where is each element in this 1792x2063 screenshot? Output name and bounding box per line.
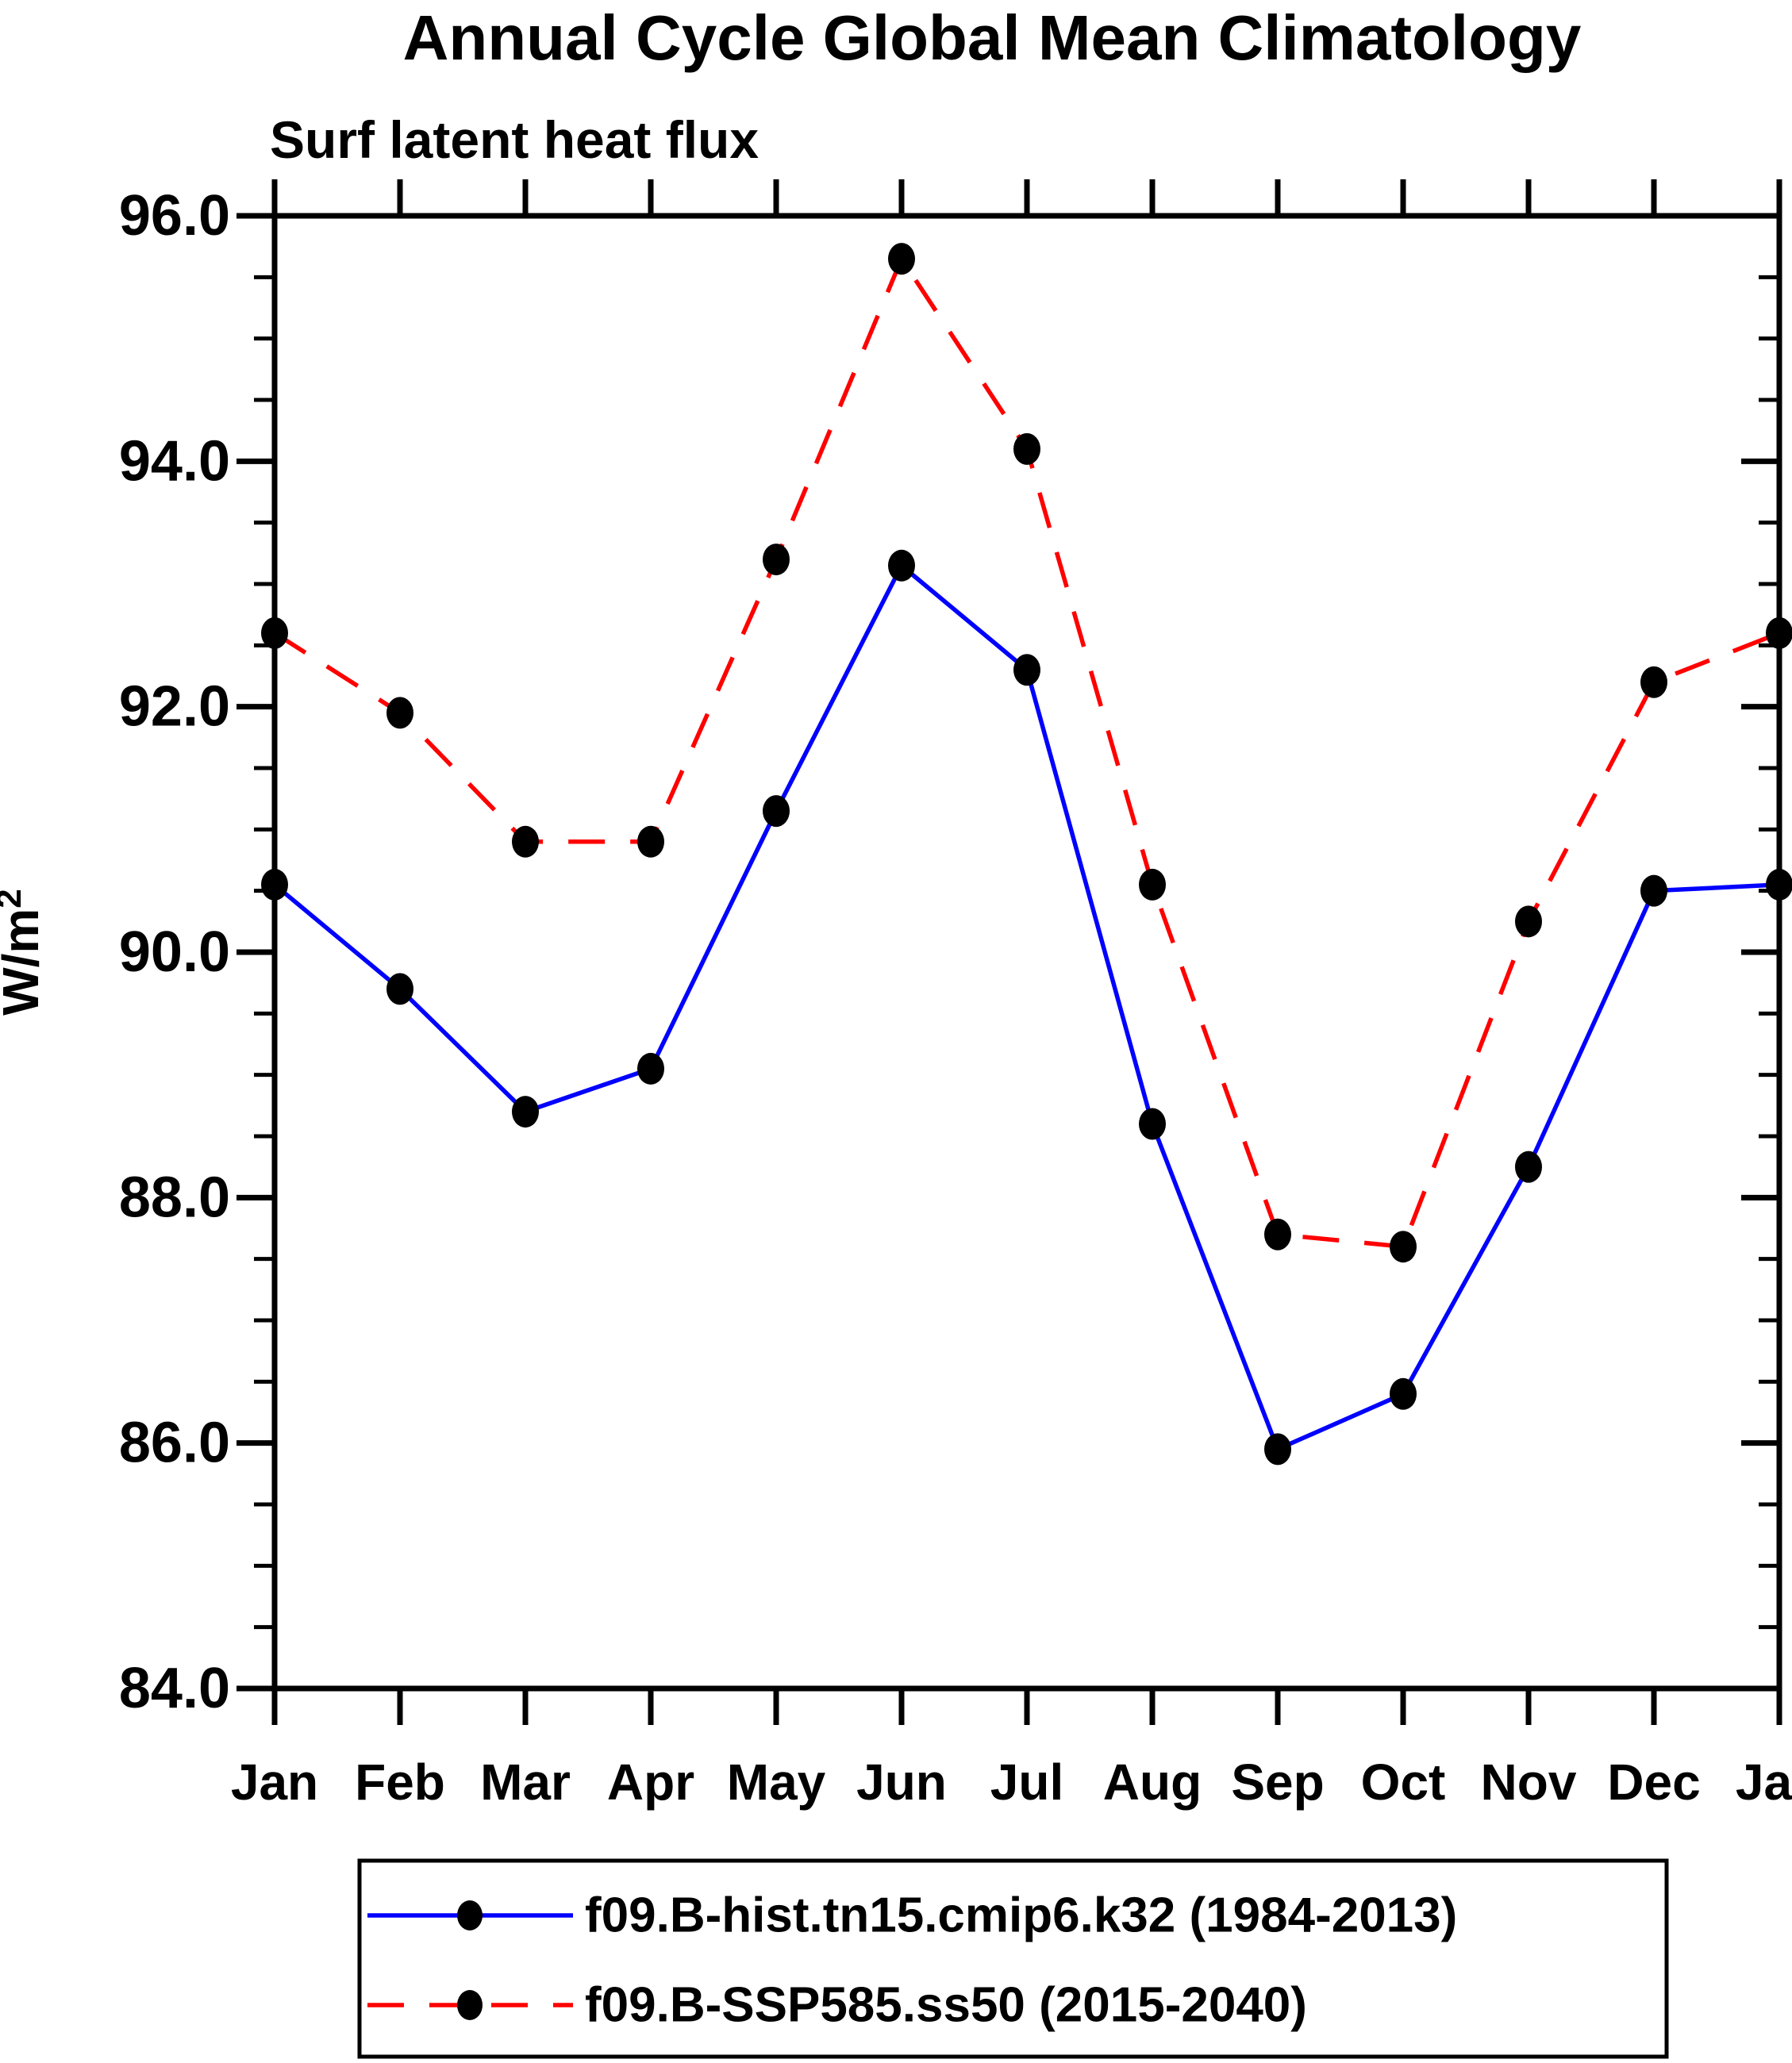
y-axis-tick-label-88.0: 88.0	[119, 1166, 230, 1229]
y-axis-tick-label-96.0: 96.0	[119, 184, 230, 248]
series-hist-line	[273, 563, 1780, 1452]
data-point-ssp585-Jul-6	[1013, 432, 1040, 465]
data-point-hist-Mar-2	[512, 1096, 539, 1128]
data-point-ssp585-May-4	[763, 544, 790, 576]
x-axis-label-Jul-6: Jul	[990, 1754, 1063, 1811]
data-point-ssp585-Jan-0	[261, 617, 288, 649]
x-axis-label-Sep-8: Sep	[1231, 1754, 1324, 1811]
data-point-ssp585-Jun-5	[888, 243, 915, 275]
data-point-hist-Feb-1	[386, 973, 413, 1005]
data-point-ssp585-Apr-3	[637, 825, 664, 858]
data-point-ssp585-Feb-1	[386, 697, 413, 729]
legend-entry-label-hist: f09.B-hist.tn15.cmip6.k32 (1984-2013)	[585, 1888, 1457, 1943]
series-ssp585-line	[273, 256, 1781, 1249]
chart-subtitle: Surf latent heat flux	[270, 110, 759, 169]
data-point-hist-Nov-10	[1515, 1151, 1542, 1183]
data-point-hist-Jan-0	[261, 868, 288, 901]
data-point-hist-Jan-12	[1766, 868, 1792, 901]
data-point-hist-Apr-3	[637, 1052, 664, 1085]
x-axis-label-Jun-5: Jun	[856, 1754, 947, 1811]
x-axis-label-May-4: May	[727, 1754, 826, 1811]
y-axis-tick-label-92.0: 92.0	[119, 675, 230, 739]
data-point-hist-May-4	[763, 795, 790, 828]
data-point-hist-Jun-5	[888, 549, 915, 582]
y-axis-title: W/m2	[0, 889, 49, 1016]
data-point-ssp585-Sep-8	[1264, 1218, 1291, 1250]
data-point-ssp585-Jan-12	[1766, 617, 1792, 649]
plot-box	[271, 213, 1782, 1692]
y-axis-tick-label-90.0: 90.0	[119, 920, 230, 984]
data-point-ssp585-Nov-10	[1515, 905, 1542, 938]
chart-title: Annual Cycle Global Mean Climatology	[402, 2, 1582, 73]
x-axis-label-Jan-0: Jan	[231, 1754, 318, 1811]
data-point-hist-Dec-11	[1640, 874, 1667, 907]
x-axis-label-Nov-10: Nov	[1481, 1754, 1577, 1811]
data-point-hist-Aug-7	[1139, 1108, 1166, 1140]
x-axis-label-Mar-2: Mar	[480, 1754, 571, 1811]
data-point-hist-Sep-8	[1264, 1433, 1291, 1466]
x-axis-label-Aug-7: Aug	[1103, 1754, 1202, 1811]
x-axis-label-Jan-12: Jan	[1736, 1754, 1792, 1811]
x-axis-label-Dec-11: Dec	[1607, 1754, 1700, 1811]
data-point-ssp585-Oct-9	[1390, 1231, 1417, 1263]
legend-box	[357, 1858, 1669, 2059]
data-point-ssp585-Dec-11	[1640, 666, 1667, 698]
legend-marker-hist	[457, 1900, 483, 1930]
y-axis-tick-label-86.0: 86.0	[119, 1412, 230, 1475]
x-axis-label-Apr-3: Apr	[607, 1754, 694, 1811]
data-point-ssp585-Aug-7	[1139, 868, 1166, 901]
legend-marker-ssp585	[457, 1990, 483, 2020]
x-axis-label-Oct-9: Oct	[1361, 1754, 1446, 1811]
data-point-hist-Oct-9	[1390, 1377, 1417, 1410]
y-axis-tick-label-84.0: 84.0	[119, 1657, 230, 1720]
data-point-hist-Jul-6	[1013, 654, 1040, 686]
y-axis-tick-label-94.0: 94.0	[119, 429, 230, 493]
data-point-ssp585-Mar-2	[512, 825, 539, 858]
x-axis-label-Feb-1: Feb	[355, 1754, 445, 1811]
legend-entry-label-ssp585: f09.B-SSP585.ss50 (2015-2040)	[585, 1978, 1307, 2033]
